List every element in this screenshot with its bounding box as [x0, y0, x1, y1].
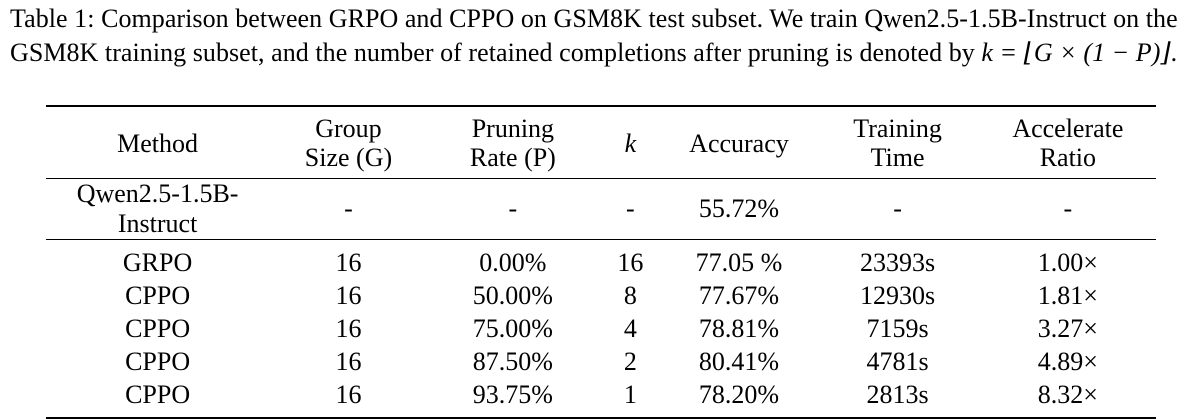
cell-method: CPPO — [125, 280, 191, 310]
cell-method: CPPO — [125, 346, 191, 376]
header-group-size: Group Size (G) — [269, 106, 428, 179]
cell-training-time: 4781s — [866, 346, 929, 376]
cell-group-size: 16 — [335, 280, 362, 310]
results-table: Method Group Size (G) Pruning Rate (P) k… — [46, 105, 1156, 419]
cell-accuracy: 80.41% — [698, 346, 780, 376]
cell-accuracy: 77.67% — [698, 280, 780, 310]
header-pruning-rate: Pruning Rate (P) — [428, 106, 598, 179]
caption-label: Table 1: — [10, 4, 95, 33]
cell-k: 4 — [623, 313, 637, 343]
cell-training-time: - — [893, 194, 902, 223]
caption-end: . — [1170, 38, 1178, 67]
cell-accelerate-ratio: 1.81× — [1037, 280, 1098, 310]
cell-pruning-rate: 87.50% — [472, 346, 553, 376]
cell-accuracy: 77.05 % — [695, 247, 783, 277]
cell-pruning-rate: 93.75% — [472, 379, 553, 409]
cell-accelerate-ratio: - — [1063, 194, 1073, 223]
header-method: Method — [117, 128, 199, 158]
header-training-time: Training Time — [815, 106, 979, 179]
header-k: k — [598, 106, 663, 179]
cell-accuracy: 55.72% — [698, 194, 780, 223]
header-training-time-line2: Time — [870, 143, 925, 172]
cell-method: CPPO — [125, 313, 191, 343]
header-row: Method Group Size (G) Pruning Rate (P) k… — [46, 106, 1156, 179]
cell-accelerate-ratio: 8.32× — [1037, 379, 1098, 409]
header-group-size-line2: Size (G) — [304, 143, 393, 172]
cell-group-size: 16 — [335, 346, 362, 376]
caption-text: Comparison between GRPO and CPPO on GSM8… — [10, 4, 1178, 67]
header-accuracy: Accuracy — [689, 128, 789, 158]
runs-section: GRPO 16 0.00% 16 77.05 % 23393s 1.00× CP… — [46, 240, 1156, 418]
cell-accelerate-ratio: 4.89× — [1037, 346, 1098, 376]
cell-method: GRPO — [122, 247, 193, 277]
header-k-symbol: k — [624, 128, 637, 158]
caption-formula: k = ⌊G × (1 − P)⌋ — [981, 38, 1171, 67]
cell-accelerate-ratio: 3.27× — [1037, 313, 1098, 343]
results-table-container: Method Group Size (G) Pruning Rate (P) k… — [46, 105, 1156, 419]
cell-method: CPPO — [125, 379, 191, 409]
table-row: CPPO 16 93.75% 1 78.20% 2813s 8.32× — [46, 378, 1156, 418]
baseline-row: Qwen2.5-1.5B-Instruct - - - 55.72% - - — [46, 179, 1156, 240]
cell-accelerate-ratio: 1.00× — [1037, 247, 1098, 277]
cell-k: 16 — [617, 247, 644, 277]
table-caption: Table 1: Comparison between GRPO and CPP… — [10, 2, 1190, 70]
cell-pruning-rate: 50.00% — [472, 280, 553, 310]
cell-pruning-rate: 0.00% — [479, 247, 547, 277]
table-row: GRPO 16 0.00% 16 77.05 % 23393s 1.00× — [46, 240, 1156, 280]
header-accelerate-ratio-line2: Ratio — [1039, 143, 1097, 172]
cell-pruning-rate: 75.00% — [472, 313, 553, 343]
cell-accuracy: 78.81% — [698, 313, 780, 343]
cell-group-size: - — [344, 194, 353, 223]
cell-training-time: 7159s — [866, 313, 929, 343]
header-training-time-line1: Training — [853, 114, 942, 143]
table-row: CPPO 16 75.00% 4 78.81% 7159s 3.27× — [46, 312, 1156, 345]
cell-training-time: 2813s — [866, 379, 929, 409]
table-row: CPPO 16 50.00% 8 77.67% 12930s 1.81× — [46, 279, 1156, 312]
cell-group-size: 16 — [335, 379, 362, 409]
cell-method: Qwen2.5-1.5B-Instruct — [76, 179, 239, 238]
header-accelerate-ratio-line1: Accelerate — [1012, 114, 1124, 143]
cell-k: - — [626, 194, 635, 223]
table-header: Method Group Size (G) Pruning Rate (P) k… — [46, 106, 1156, 179]
header-pruning-rate-line1: Pruning — [471, 114, 555, 143]
cell-training-time: 23393s — [859, 247, 936, 277]
baseline-section: Qwen2.5-1.5B-Instruct - - - 55.72% - - — [46, 179, 1156, 240]
cell-accuracy: 78.20% — [698, 379, 780, 409]
cell-k: 8 — [623, 280, 637, 310]
cell-training-time: 12930s — [859, 280, 936, 310]
header-group-size-line1: Group — [315, 114, 382, 143]
cell-group-size: 16 — [335, 247, 362, 277]
header-accelerate-ratio: Accelerate Ratio — [980, 106, 1156, 179]
cell-pruning-rate: - — [508, 194, 518, 223]
cell-k: 2 — [623, 346, 637, 376]
header-pruning-rate-line2: Rate (P) — [469, 143, 556, 172]
cell-group-size: 16 — [335, 313, 362, 343]
cell-k: 1 — [623, 379, 637, 409]
table-row: CPPO 16 87.50% 2 80.41% 4781s 4.89× — [46, 345, 1156, 378]
